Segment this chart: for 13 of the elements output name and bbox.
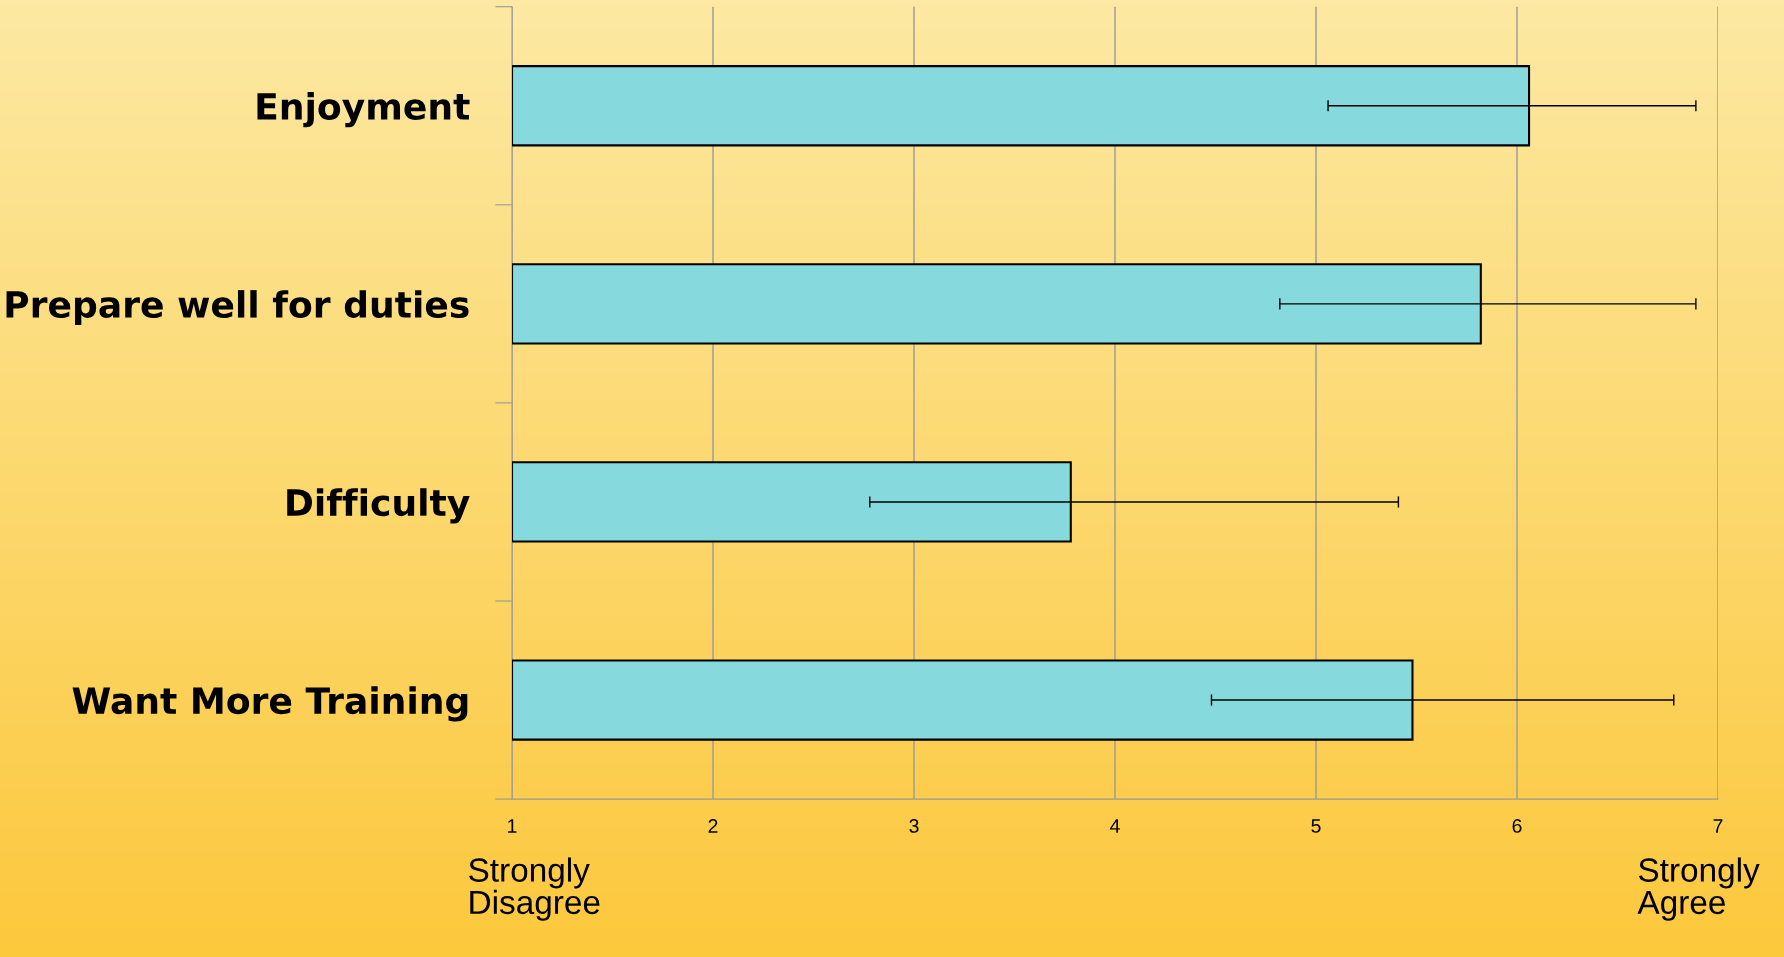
y-tick-label: Prepare well for duties (6, 290, 469, 326)
text: Strongly Disagree (469, 857, 600, 921)
x-tick-label: 2 (708, 819, 718, 833)
x-tick-label: 4 (1110, 819, 1120, 833)
text: Strongly Agree (1637, 857, 1760, 921)
y-tick-label: Want More Training (72, 686, 468, 722)
y-tick-label: Difficulty (287, 488, 470, 524)
x-tick-label: 5 (1311, 819, 1321, 833)
y-tick-label: Enjoyment (257, 92, 470, 128)
x-tick-label: 7 (1713, 819, 1723, 833)
x-tick-label: 3 (909, 819, 919, 833)
x-tick-label: 1 (508, 819, 517, 833)
x-tick-label: 6 (1512, 819, 1522, 833)
